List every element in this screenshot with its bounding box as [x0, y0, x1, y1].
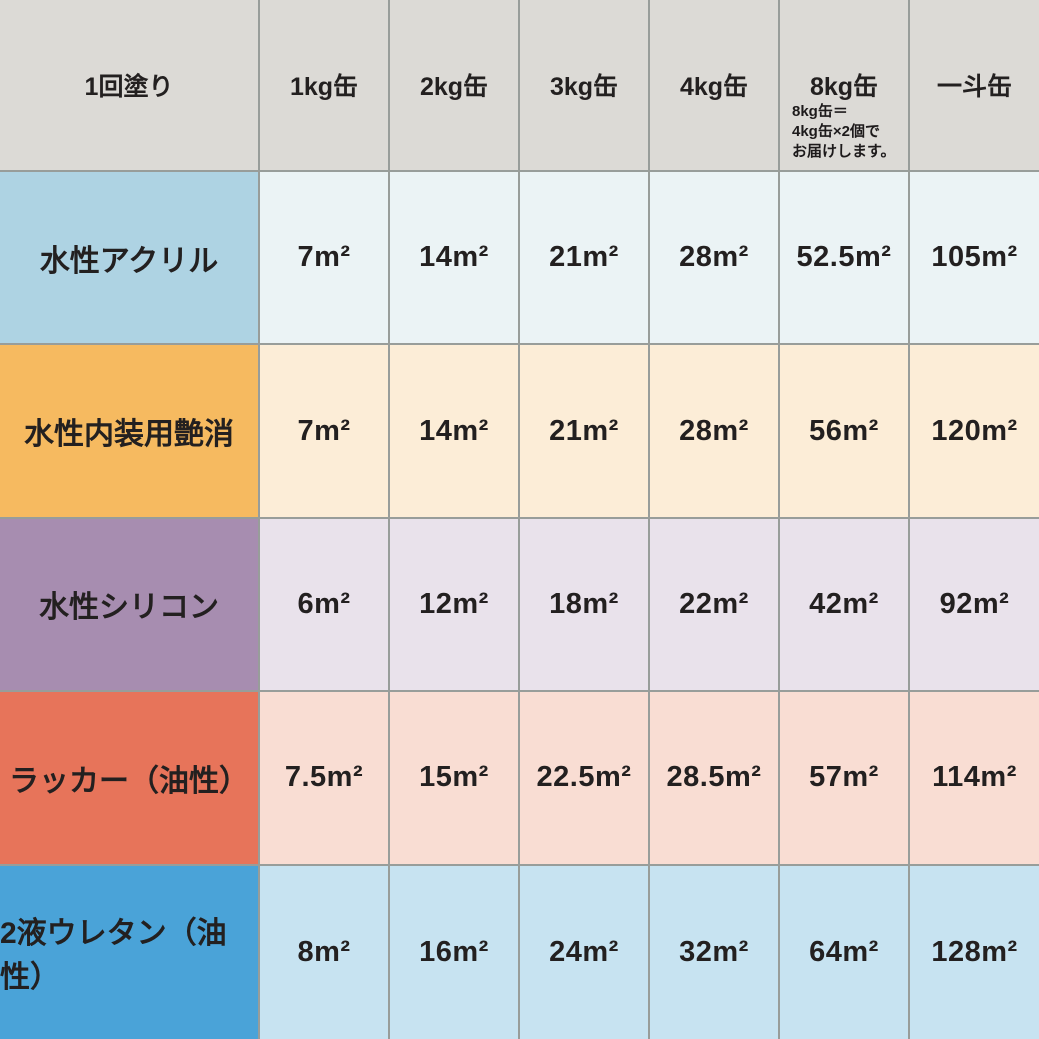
coverage-cell: 14m²	[390, 345, 520, 519]
coverage-cell: 7m²	[260, 172, 390, 346]
coverage-cell: 52.5m²	[780, 172, 910, 346]
coverage-cell: 105m²	[910, 172, 1039, 346]
coverage-cell: 7m²	[260, 345, 390, 519]
header-8kg-note-line1: 8kg缶＝	[792, 103, 848, 120]
coverage-cell: 56m²	[780, 345, 910, 519]
column-header-2kg: 2kg缶	[390, 0, 520, 172]
coverage-cell: 42m²	[780, 518, 910, 693]
column-header-1kg-label: 1kg缶	[289, 73, 359, 101]
header-8kg-note-line2: 4kg缶×2個で	[792, 122, 880, 140]
coverage-cell: 22m²	[650, 518, 780, 693]
row-label-water-silicone: 水性シリコン	[0, 518, 260, 693]
coverage-cell: 18m²	[520, 518, 650, 693]
column-header-itto-label: 一斗缶	[936, 73, 1012, 101]
column-header-8kg: 8kg缶 8kg缶＝ 4kg缶×2個で お届けします。	[780, 0, 910, 172]
coverage-cell: 128m²	[910, 865, 1039, 1039]
column-header-8kg-label: 8kg缶	[809, 73, 879, 101]
coverage-cell: 28m²	[650, 172, 780, 346]
row-label-water-interior-matte: 水性内装用艶消	[0, 345, 260, 519]
coverage-cell: 28.5m²	[650, 692, 780, 866]
coverage-cell: 28m²	[650, 345, 780, 519]
header-8kg-note-line3: お届けします。	[792, 142, 896, 160]
column-header-2kg-label: 2kg缶	[419, 73, 489, 101]
coverage-cell: 32m²	[650, 865, 780, 1039]
coverage-cell: 57m²	[780, 692, 910, 866]
coverage-cell: 64m²	[780, 865, 910, 1039]
coverage-cell: 120m²	[910, 345, 1039, 519]
column-header-4kg: 4kg缶	[650, 0, 780, 172]
coverage-cell: 114m²	[910, 692, 1039, 866]
coverage-cell: 92m²	[910, 518, 1039, 693]
header-one-coat-label: 1回塗り	[84, 73, 174, 101]
header-8kg-note: 8kg缶＝ 4kg缶×2個で お届けします。	[792, 102, 906, 161]
column-header-1kg: 1kg缶	[260, 0, 390, 172]
coverage-cell: 8m²	[260, 865, 390, 1039]
coverage-cell: 24m²	[520, 865, 650, 1039]
coverage-cell: 12m²	[390, 518, 520, 693]
column-header-3kg-label: 3kg缶	[549, 73, 619, 101]
column-header-3kg: 3kg缶	[520, 0, 650, 172]
coverage-cell: 15m²	[390, 692, 520, 866]
row-label-2k-urethane-oil: 2液ウレタン（油性）	[0, 865, 260, 1039]
row-label-water-acrylic: 水性アクリル	[0, 172, 260, 346]
coverage-cell: 14m²	[390, 172, 520, 346]
coverage-cell: 6m²	[260, 518, 390, 693]
coverage-cell: 21m²	[520, 172, 650, 346]
header-one-coat: 1回塗り	[0, 0, 260, 172]
coverage-cell: 22.5m²	[520, 692, 650, 866]
row-label-lacquer-oil: ラッカー（油性）	[0, 692, 260, 866]
coverage-cell: 16m²	[390, 865, 520, 1039]
column-header-4kg-label: 4kg缶	[679, 73, 749, 101]
coverage-cell: 7.5m²	[260, 692, 390, 866]
column-header-itto: 一斗缶	[910, 0, 1039, 172]
coverage-cell: 21m²	[520, 345, 650, 519]
